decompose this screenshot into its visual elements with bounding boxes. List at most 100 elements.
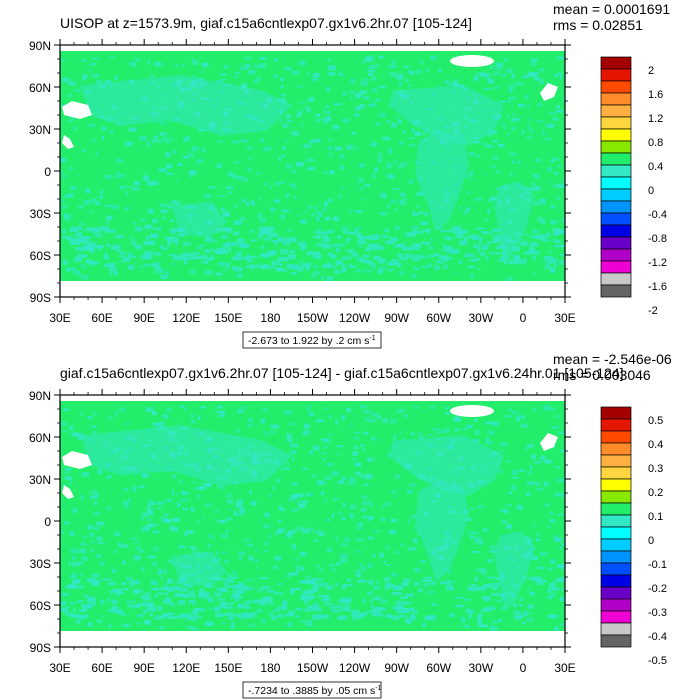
field-speckle: [334, 536, 339, 542]
field-speckle: [327, 146, 333, 150]
field-speckle: [209, 186, 217, 189]
field-speckle: [367, 55, 375, 59]
field-speckle: [215, 613, 224, 617]
field-speckle: [483, 87, 491, 91]
field-speckle: [441, 567, 448, 571]
colorbar-swatch: [600, 538, 632, 552]
field-speckle: [433, 130, 441, 133]
field-speckle: [312, 73, 320, 78]
field-speckle: [425, 128, 428, 132]
field-speckle: [195, 551, 200, 555]
field-speckle: [198, 158, 204, 163]
field-speckle: [94, 512, 100, 515]
field-speckle: [147, 60, 150, 65]
field-speckle: [472, 550, 480, 554]
field-speckle: [83, 604, 92, 609]
field-speckle: [378, 158, 382, 162]
field-speckle: [275, 267, 283, 272]
field-speckle: [232, 242, 238, 247]
field-speckle: [81, 76, 86, 81]
field-speckle: [446, 580, 451, 586]
field-speckle: [403, 578, 411, 582]
field-speckle: [387, 203, 391, 209]
field-speckle: [539, 202, 546, 205]
field-speckle: [354, 227, 358, 232]
field-speckle: [205, 621, 214, 627]
field-speckle: [120, 254, 125, 258]
field-speckle: [430, 238, 433, 241]
field-speckle: [246, 579, 254, 582]
field-speckle: [521, 195, 527, 200]
field-speckle: [86, 102, 89, 107]
field-speckle: [390, 518, 398, 522]
field-speckle: [495, 62, 503, 66]
colorbar-swatch: [600, 248, 632, 262]
field-speckle: [234, 75, 238, 79]
field-speckle: [527, 542, 532, 545]
field-speckle: [430, 475, 434, 479]
field-speckle: [142, 526, 150, 532]
field-speckle: [64, 476, 69, 481]
field-speckle: [561, 565, 565, 570]
field-speckle: [277, 519, 282, 523]
field-speckle: [516, 415, 523, 418]
lon-label: 120W: [339, 311, 371, 325]
lon-label: 30E: [49, 661, 70, 675]
field-speckle: [336, 562, 340, 566]
field-speckle: [121, 109, 126, 114]
field-speckle: [182, 508, 189, 511]
field-speckle: [91, 262, 95, 268]
field-speckle: [263, 182, 269, 186]
field-speckle: [148, 438, 153, 442]
field-speckle: [290, 450, 297, 454]
field-speckle: [525, 447, 528, 451]
field-speckle: [70, 574, 77, 579]
field-speckle: [547, 567, 553, 571]
field-speckle: [191, 75, 195, 78]
field-speckle: [89, 241, 96, 247]
field-speckle: [291, 509, 299, 512]
field-speckle: [367, 58, 374, 62]
field-speckle: [186, 565, 192, 569]
colorbar-swatch: [600, 104, 632, 118]
field-speckle: [292, 496, 298, 500]
field-speckle: [490, 65, 493, 70]
field-speckle: [400, 192, 406, 197]
field-speckle: [557, 56, 564, 60]
field-speckle: [494, 233, 499, 239]
field-speckle: [484, 422, 488, 425]
field-speckle: [426, 590, 434, 595]
field-speckle: [449, 440, 457, 443]
field-speckle: [286, 229, 293, 232]
field-speckle: [143, 175, 149, 181]
field-speckle: [318, 531, 325, 536]
field-speckle: [381, 137, 388, 140]
field-speckle: [66, 268, 69, 272]
field-speckle: [291, 587, 301, 591]
field-speckle: [488, 199, 494, 202]
field-speckle: [285, 193, 290, 198]
field-speckle: [531, 183, 537, 186]
field-speckle: [475, 154, 481, 157]
field-speckle: [230, 461, 239, 467]
field-speckle: [115, 234, 124, 239]
field-speckle: [438, 555, 444, 559]
field-speckle: [312, 206, 318, 209]
field-speckle: [223, 65, 229, 69]
field-speckle: [435, 226, 443, 230]
field-speckle: [550, 268, 556, 273]
field-speckle: [178, 588, 189, 592]
field-speckle: [443, 264, 448, 269]
field-speckle: [90, 549, 95, 552]
field-speckle: [313, 251, 321, 255]
field-speckle: [454, 183, 457, 187]
field-speckle: [526, 470, 532, 475]
field-speckle: [246, 259, 254, 263]
field-speckle: [108, 267, 117, 272]
field-speckle: [97, 115, 103, 119]
field-speckle: [295, 563, 298, 568]
field-region: [415, 130, 470, 232]
field-speckle: [408, 70, 415, 75]
field-speckle: [328, 72, 336, 76]
field-speckle: [409, 482, 417, 487]
